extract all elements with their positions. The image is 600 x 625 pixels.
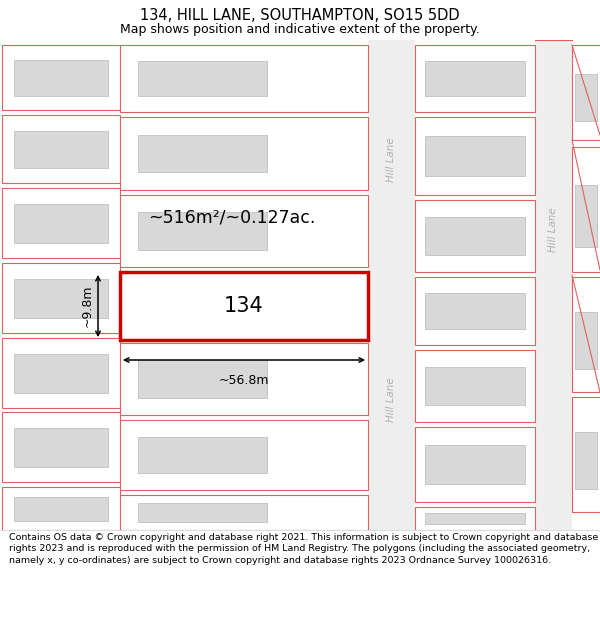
Bar — [2, 45, 120, 110]
Bar — [572, 397, 600, 512]
Bar — [138, 61, 267, 96]
Bar — [415, 277, 535, 345]
Bar — [572, 45, 600, 140]
Text: Hill Lane: Hill Lane — [548, 208, 559, 252]
Bar — [120, 45, 368, 112]
Bar — [138, 213, 267, 250]
Bar — [138, 134, 267, 172]
Bar — [138, 360, 267, 398]
Bar — [2, 115, 120, 183]
Bar — [14, 279, 108, 318]
Bar — [138, 437, 267, 473]
Text: Hill Lane: Hill Lane — [386, 378, 397, 423]
Bar — [368, 40, 415, 530]
Bar — [572, 277, 600, 392]
Bar — [415, 507, 535, 530]
Bar — [415, 117, 535, 195]
Bar — [425, 61, 525, 96]
Bar — [415, 350, 535, 422]
Bar — [415, 45, 535, 112]
Bar — [2, 188, 120, 258]
Bar — [120, 195, 368, 267]
Text: 134: 134 — [224, 296, 264, 316]
Bar — [425, 368, 525, 405]
Bar — [2, 487, 120, 530]
Bar — [14, 354, 108, 392]
Bar — [425, 217, 525, 255]
Bar — [14, 428, 108, 467]
Bar — [415, 200, 535, 272]
Bar — [120, 272, 368, 340]
Bar — [120, 495, 368, 530]
Text: Hill Lane: Hill Lane — [386, 138, 397, 182]
Bar — [425, 293, 525, 329]
Text: 134, HILL LANE, SOUTHAMPTON, SO15 5DD: 134, HILL LANE, SOUTHAMPTON, SO15 5DD — [140, 8, 460, 23]
Bar — [425, 512, 525, 524]
Bar — [2, 263, 120, 333]
Bar — [120, 420, 368, 490]
Bar — [2, 338, 120, 408]
Bar — [138, 503, 267, 522]
Bar — [575, 74, 597, 121]
Bar — [575, 311, 597, 369]
Bar — [425, 136, 525, 176]
Bar — [14, 131, 108, 168]
Bar — [535, 40, 572, 530]
Bar — [14, 60, 108, 96]
Bar — [575, 184, 597, 247]
Bar — [2, 412, 120, 482]
Bar — [14, 204, 108, 242]
Text: Map shows position and indicative extent of the property.: Map shows position and indicative extent… — [120, 23, 480, 36]
Text: Contains OS data © Crown copyright and database right 2021. This information is : Contains OS data © Crown copyright and d… — [9, 533, 598, 565]
Text: ~9.8m: ~9.8m — [81, 285, 94, 328]
Bar — [120, 117, 368, 190]
Bar — [425, 445, 525, 484]
Bar — [572, 147, 600, 272]
Bar — [575, 431, 597, 489]
Bar — [415, 427, 535, 502]
Bar — [14, 497, 108, 521]
Bar — [120, 343, 368, 415]
Text: ~516m²/~0.127ac.: ~516m²/~0.127ac. — [148, 208, 315, 226]
Text: ~56.8m: ~56.8m — [219, 374, 269, 387]
